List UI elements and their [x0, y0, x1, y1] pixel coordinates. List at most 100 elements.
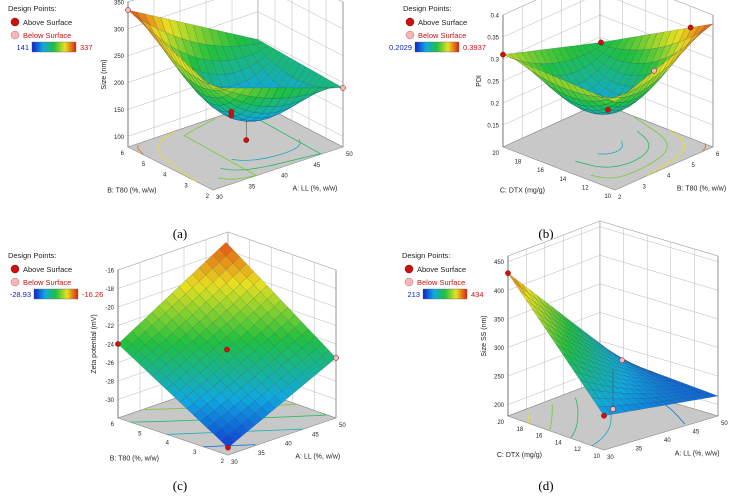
z-tick-label: -24 [105, 343, 114, 349]
panel-letter: (b) [538, 226, 553, 241]
y-axis-title: B: T80 (%, w/w) [107, 188, 156, 195]
x-tick-label: 6 [716, 152, 720, 158]
z-tick-label: 0.3 [491, 58, 500, 64]
gridline [507, 226, 601, 262]
y-tick-label: 16 [536, 434, 543, 440]
above-surface-marker-icon [10, 17, 20, 27]
y-tick-label: 12 [574, 447, 581, 453]
chart-panel-c: -30 -28 -26 -24 -22 -20 -18 -16 30 35 40 45 50 6 5 4 3 2 A… [8, 231, 346, 493]
legend-title: Design Points: [8, 251, 56, 260]
gridline [117, 250, 229, 289]
z-tick-label: 300 [114, 27, 125, 33]
gridline [257, 38, 344, 83]
y-tick-label: 2 [206, 194, 210, 200]
z-tick-label: -16 [105, 269, 114, 275]
z-axis-title: Zeta potential (mV) [91, 314, 98, 374]
above-surface-marker-icon [405, 17, 415, 27]
y-tick-label: 4 [166, 441, 170, 447]
z-tick-label: -28 [105, 380, 114, 386]
y-tick-label: 20 [497, 420, 504, 426]
x-tick-label: 5 [692, 163, 696, 169]
x-tick-label: 45 [693, 430, 700, 436]
floor-contour [590, 115, 668, 179]
design-point-below [610, 406, 616, 412]
x-axis-title: A: LL (%, w/w) [295, 454, 340, 461]
response-surface [127, 9, 344, 122]
panel-letter: (a) [173, 226, 187, 241]
design-point-above [605, 106, 611, 113]
x-tick-label: 2 [618, 195, 622, 201]
response-surface [502, 23, 714, 115]
z-tick-label: 450 [494, 260, 505, 266]
design-point-above [225, 444, 231, 451]
z-tick-label: -26 [105, 361, 114, 367]
z-tick-label: 0.2 [491, 102, 500, 108]
surface-cell [220, 435, 235, 448]
z-tick-label: 400 [494, 289, 505, 295]
x-tick-label: 30 [607, 455, 614, 461]
z-tick-label: 350 [114, 1, 125, 7]
floor-contour [702, 143, 707, 152]
below-surface-marker-icon [10, 30, 20, 40]
color-min-label: 0.2029 [389, 43, 412, 52]
z-tick-label: 0.35 [487, 36, 499, 42]
design-points [115, 341, 339, 451]
floor [127, 102, 344, 191]
legend: Design Points: Above Surface Below Surface… [402, 251, 484, 300]
chart-panel-a: 100 150 200 250 300 350 30 35 40 45 50 6 5 4 3 2 A: LL (… [8, 0, 353, 241]
design-point-above [243, 137, 250, 143]
y-tick-label: 18 [517, 427, 524, 433]
x-tick-label: 50 [346, 152, 353, 158]
x-axis-title: A: LL (%, w/w) [293, 185, 338, 192]
chart-panel-b: 0.15 0.2 0.25 0.3 0.35 0.4 2 3 4 5 6 20 18 16 14 12 10 B:… [389, 0, 726, 241]
surface-cell [607, 96, 622, 103]
surface-cell [597, 406, 612, 416]
gridline [257, 11, 344, 56]
x-tick-label: 50 [339, 423, 346, 429]
y-tick-label: 4 [163, 173, 167, 179]
legend: Design Points: Above Surface Below Surface… [8, 4, 93, 53]
z-tick-label: 200 [114, 81, 125, 87]
design-point-below [125, 7, 131, 13]
z-axis-title: Size SS (nm) [481, 315, 488, 356]
y-tick-label: 10 [604, 194, 611, 200]
design-point-below [340, 85, 346, 91]
x-tick-label: 40 [285, 442, 292, 448]
gridline [599, 283, 719, 320]
design-point-above [115, 341, 121, 347]
legend-below-label: Below Surface [417, 278, 465, 287]
floor-plane [502, 102, 714, 191]
color-max-label: 0.3937 [463, 43, 486, 52]
gridline [599, 312, 719, 348]
z-tick-label: 350 [494, 317, 505, 323]
gridline [673, 0, 714, 16]
floor-contour [575, 130, 650, 168]
y-axis-title: B: T80 (%, w/w) [110, 456, 159, 463]
y-tick-label: 3 [193, 450, 197, 456]
z-tick-label: 150 [114, 108, 125, 114]
color-max-label: 434 [471, 290, 484, 299]
color-min-label: 213 [407, 290, 420, 299]
y-axis-title: C: DTX (mg/g) [500, 188, 545, 195]
floor [502, 102, 714, 191]
x-tick-label: 35 [258, 451, 265, 457]
gridline [117, 231, 229, 271]
floor-contour [157, 131, 197, 183]
floor-contour [570, 397, 579, 439]
x-tick-label: 35 [249, 184, 256, 190]
floor-contour [527, 411, 530, 424]
z-tick-label: -20 [105, 306, 114, 312]
design-point-above [687, 24, 694, 31]
gridline [599, 255, 719, 291]
panel-letter: (d) [538, 478, 553, 493]
design-points [505, 270, 625, 419]
gridline [507, 283, 601, 320]
floor-axes: 30 35 40 45 50 6 5 4 3 2 A: LL (%, w/w) B: T80 (%, … [91, 314, 346, 466]
y-tick-label: 6 [121, 151, 125, 157]
y-tick-label: 5 [142, 162, 146, 168]
x-tick-label: 40 [281, 174, 288, 180]
design-point-above [598, 39, 604, 46]
legend-below-label: Below Surface [23, 278, 71, 287]
floor-contour [549, 404, 553, 431]
